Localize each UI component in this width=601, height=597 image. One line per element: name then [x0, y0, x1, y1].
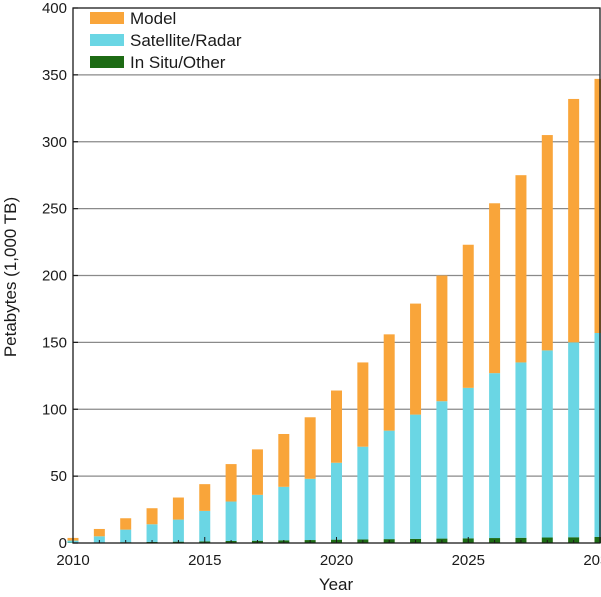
bar-model-2025 [462, 244, 474, 388]
bar-model-2013 [146, 508, 158, 525]
bar-satellite-radar-2024 [436, 401, 448, 539]
bar-model-2027 [515, 175, 527, 363]
bar-satellite-radar-2025 [462, 387, 474, 539]
bar-satellite-radar-2026 [489, 373, 501, 539]
bar-model-2014 [172, 497, 184, 520]
bar-model-2022 [383, 334, 395, 431]
bar-satellite-radar-2017 [251, 494, 263, 541]
bar-satellite-radar-2021 [357, 446, 369, 540]
legend-label-satellite-radar: Satellite/Radar [130, 31, 242, 50]
bar-satellite-radar-2030 [594, 333, 601, 537]
bar-model-2030 [594, 78, 601, 334]
legend-swatch-in-situ-other [90, 56, 124, 68]
bar-satellite-radar-2029 [568, 342, 580, 538]
x-tick-label-2025: 2025 [452, 552, 485, 569]
legend-label-in-situ-other: In Situ/Other [130, 53, 226, 72]
y-axis-title: Petabytes (1,000 TB) [1, 197, 20, 357]
bar-model-2026 [489, 203, 501, 374]
bar-satellite-radar-2012 [120, 529, 132, 543]
bar-satellite-radar-2015 [199, 510, 211, 542]
x-axis-ticks: 2010 2015 2020 2025 2030 [56, 537, 601, 569]
y-tick-label-150: 150 [42, 334, 67, 351]
legend: Model Satellite/Radar In Situ/Other [90, 9, 242, 72]
y-tick-label-200: 200 [42, 268, 67, 285]
bar-satellite-radar-2023 [410, 414, 422, 539]
bar-model-2019 [304, 417, 316, 479]
bar-model-2028 [541, 135, 553, 351]
bar-in-situ-other-2030 [594, 536, 601, 543]
bar-satellite-radar-2013 [146, 524, 158, 542]
bar-model-2018 [278, 433, 290, 487]
gridlines [73, 74, 600, 477]
y-tick-label-50: 50 [50, 468, 67, 485]
bar-satellite-radar-2011 [93, 536, 105, 543]
x-tick-label-2020: 2020 [320, 552, 353, 569]
y-tick-label-300: 300 [42, 134, 67, 151]
bar-satellite-radar-2019 [304, 478, 316, 541]
y-tick-label-400: 400 [42, 0, 67, 17]
bar-satellite-radar-2020 [331, 462, 342, 540]
bar-model-2011 [93, 528, 105, 537]
y-tick-label-100: 100 [42, 401, 67, 418]
bar-satellite-radar-2027 [515, 362, 527, 538]
legend-swatch-satellite-radar [90, 34, 124, 46]
bars [67, 78, 601, 543]
bar-model-2024 [436, 275, 448, 402]
legend-swatch-model [90, 12, 124, 24]
bar-satellite-radar-2028 [541, 350, 553, 538]
bar-satellite-radar-2018 [278, 486, 290, 541]
bar-model-2029 [568, 98, 580, 343]
x-tick-label-2030: 2030 [583, 552, 601, 569]
bar-satellite-radar-2016 [225, 501, 237, 541]
bar-model-2012 [120, 518, 132, 530]
bar-model-2016 [225, 464, 237, 502]
y-tick-label-350: 350 [42, 67, 67, 84]
x-tick-label-2010: 2010 [56, 552, 89, 569]
bar-model-2015 [199, 484, 211, 511]
y-tick-label-0: 0 [59, 535, 67, 552]
x-axis-title: Year [319, 575, 354, 594]
bar-model-2020 [331, 390, 342, 463]
x-tick-label-2015: 2015 [188, 552, 221, 569]
bar-satellite-radar-2014 [172, 519, 184, 542]
legend-label-model: Model [130, 9, 176, 28]
y-tick-label-250: 250 [42, 201, 67, 218]
bar-model-2017 [251, 449, 263, 495]
y-axis-ticks: 0 50 100 150 200 250 300 350 400 [42, 0, 78, 552]
bar-model-2023 [410, 303, 422, 415]
bar-satellite-radar-2022 [383, 430, 395, 540]
bar-model-2021 [357, 362, 369, 447]
